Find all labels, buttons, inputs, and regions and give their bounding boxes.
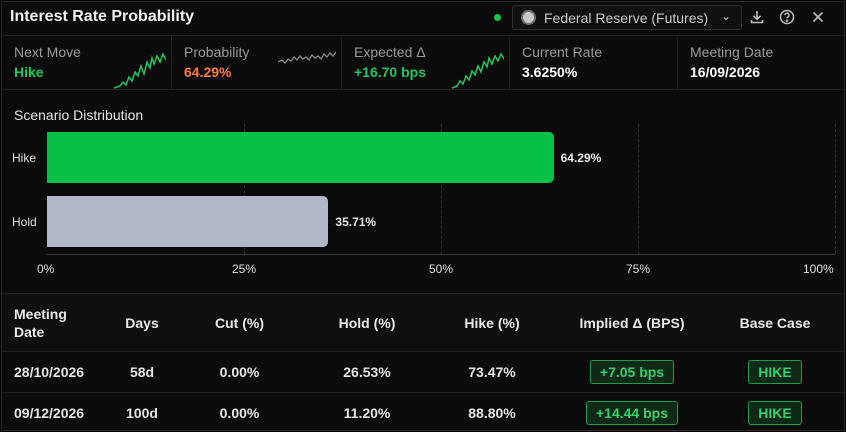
kpi-label: Probability [184, 44, 250, 60]
kpi-probability: Probability 64.29% [172, 36, 342, 89]
hold-cell: 11.20% [343, 405, 391, 421]
panel-title: Interest Rate Probability [10, 8, 195, 25]
table-header-row: Meeting Date Days Cut (%) Hold (%) Hike … [2, 294, 844, 352]
chevron-down-icon: ⌄ [720, 9, 731, 23]
meeting-date-cell: 09/12/2026 [14, 405, 85, 421]
gridline [441, 124, 442, 254]
meeting-date-cell: 28/10/2026 [14, 364, 85, 380]
kpi-expected-delta: Expected Δ +16.70 bps [342, 36, 510, 89]
chart-title: Scenario Distribution [14, 107, 144, 123]
col-header-days: Days [125, 314, 159, 331]
x-axis-line [47, 254, 835, 255]
bar-hold[interactable] [47, 196, 329, 247]
source-dropdown-label: Federal Reserve (Futures) [544, 9, 709, 26]
kpi-value: 3.6250% [522, 64, 578, 80]
implied-delta-cell: +7.05 bps [562, 352, 702, 392]
days-cell: 100d [126, 405, 158, 421]
kpi-label: Meeting Date [690, 44, 774, 60]
kpi-value: Hike [14, 64, 44, 80]
x-tick-label: 0% [37, 262, 55, 276]
gridline [244, 124, 245, 254]
base-case-badge: HIKE [748, 401, 802, 425]
kpi-value: +16.70 bps [354, 64, 426, 80]
x-tick-label: 75% [626, 262, 651, 276]
hold-cell: 26.53% [343, 364, 391, 380]
kpi-current-rate: Current Rate 3.6250% [510, 36, 678, 89]
bar-hike[interactable] [47, 132, 554, 183]
category-label: Hike [12, 150, 37, 165]
kpi-label: Expected Δ [354, 44, 426, 60]
panel-header: Interest Rate Probability Federal Reserv… [2, 2, 844, 34]
kpi-meeting-date: Meeting Date 16/09/2026 [678, 36, 844, 89]
table-row: 28/10/2026 58d 0.00% 26.53% 73.47% +7.05… [2, 352, 844, 393]
federal-reserve-seal-icon [521, 10, 536, 25]
category-label: Hold [12, 214, 37, 229]
x-tick-label: 50% [429, 262, 454, 276]
bar-value-label: 35.71% [335, 214, 377, 229]
kpi-strip: Next Move Hike Probability 64.29% Expect… [2, 35, 844, 90]
days-cell: 58d [129, 364, 155, 380]
live-status-dot [494, 14, 501, 21]
kpi-label: Next Move [14, 44, 81, 60]
kpi-label: Current Rate [522, 44, 603, 60]
gridline [835, 124, 836, 254]
implied-delta-badge: +14.44 bps [586, 401, 678, 425]
scenario-distribution-chart: 0% 25% 50% 75% 100% Hike 64.29% Hold 35.71% [2, 122, 844, 282]
col-header-meeting-date: Meeting Date [14, 305, 67, 340]
base-case-badge: HIKE [748, 360, 802, 384]
cut-cell: 0.00% [219, 405, 260, 421]
col-header-base-case: Base Case [739, 314, 811, 331]
help-icon[interactable] [777, 7, 797, 27]
implied-delta-badge: +7.05 bps [589, 360, 675, 384]
base-case-cell: HIKE [720, 352, 830, 392]
kpi-next-move: Next Move Hike [2, 36, 172, 89]
meetings-table: Meeting Date Days Cut (%) Hold (%) Hike … [2, 293, 844, 432]
hike-cell: 88.80% [468, 405, 516, 421]
gridline [638, 124, 639, 254]
sparkline-icon [278, 51, 336, 64]
table-row: 09/12/2026 100d 0.00% 11.20% 88.80% +14.… [2, 393, 844, 432]
download-icon[interactable] [747, 7, 767, 27]
implied-delta-cell: +14.44 bps [562, 393, 702, 432]
col-header-hold: Hold (%) [338, 314, 396, 331]
sparkline-icon [452, 52, 504, 89]
x-tick-label: 100% [803, 262, 834, 276]
source-dropdown[interactable]: Federal Reserve (Futures) ⌄ [512, 5, 742, 30]
col-header-cut: Cut (%) [215, 314, 264, 331]
cut-cell: 0.00% [219, 364, 260, 380]
close-icon[interactable] [808, 7, 828, 27]
hike-cell: 73.47% [468, 364, 516, 380]
x-tick-label: 25% [232, 262, 257, 276]
col-header-implied-delta: Implied Δ (BPS) [579, 314, 685, 331]
base-case-cell: HIKE [720, 393, 830, 432]
col-header-hike: Hike (%) [464, 314, 520, 331]
bar-value-label: 64.29% [560, 150, 602, 165]
kpi-value: 16/09/2026 [690, 64, 761, 80]
sparkline-icon [114, 52, 166, 89]
kpi-value: 64.29% [184, 64, 232, 80]
